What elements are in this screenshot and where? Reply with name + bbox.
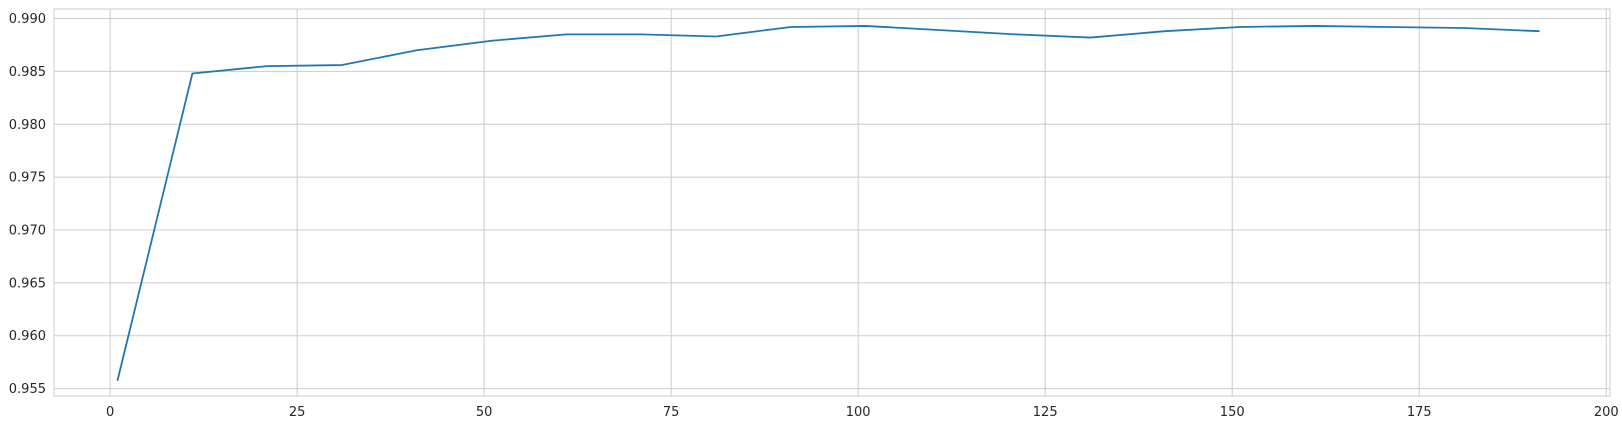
- x-tick-label: 150: [1220, 405, 1245, 420]
- x-tick-label: 175: [1407, 405, 1432, 420]
- y-tick-label: 0.980: [9, 118, 46, 133]
- y-tick-label: 0.985: [9, 65, 46, 80]
- x-tick-label: 25: [289, 405, 306, 420]
- x-tick-label: 75: [663, 405, 680, 420]
- x-tick-label: 125: [1033, 405, 1058, 420]
- series-layer: [116, 25, 1540, 382]
- y-tick-label: 0.960: [9, 329, 46, 344]
- series-line: [116, 25, 1540, 382]
- y-tick-label: 0.975: [9, 171, 46, 186]
- grid-lines: [54, 9, 1610, 396]
- x-tick-label: 50: [476, 405, 493, 420]
- y-tick-label: 0.955: [9, 382, 46, 397]
- plot-area: [54, 9, 1610, 396]
- y-tick-label: 0.970: [9, 223, 46, 238]
- x-tick-label: 100: [846, 405, 871, 420]
- y-tick-label: 0.965: [9, 276, 46, 291]
- x-tick-label: 0: [106, 405, 114, 420]
- y-tick-label: 0.990: [9, 12, 46, 27]
- plot-frame: [53, 8, 1611, 397]
- x-tick-label: 200: [1594, 405, 1619, 420]
- x-axis-ticks: 0 25 50 75 100 125 150 175 200: [106, 405, 1619, 420]
- y-axis-ticks: 0.955 0.960 0.965 0.970 0.975 0.980 0.985 0.990: [9, 12, 46, 397]
